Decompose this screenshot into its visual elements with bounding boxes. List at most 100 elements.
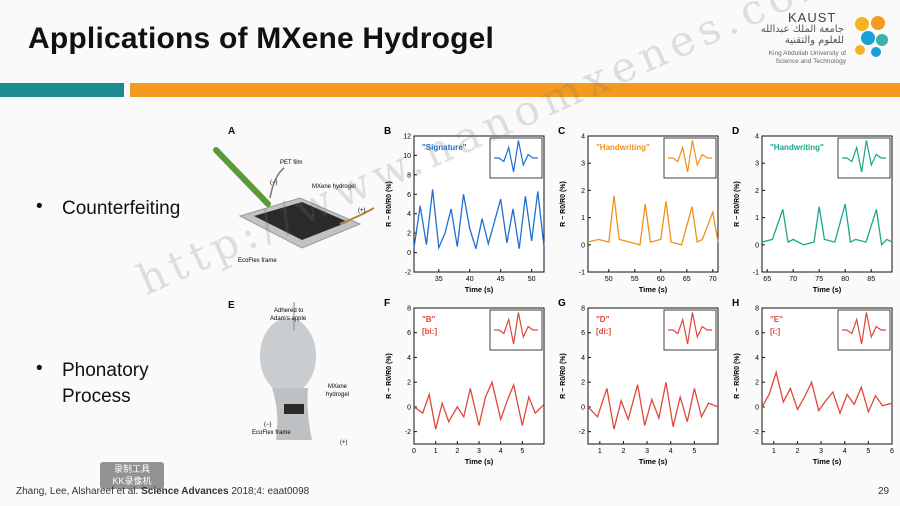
annotation-label: "E" [770,315,783,324]
label-minus: (−) [270,180,278,186]
y-tick-label: 1 [581,215,585,222]
label-minus-e: (−) [264,422,272,428]
orange-accent-bar [130,83,900,97]
y-tick-label: 4 [581,134,585,141]
series-line [587,195,719,246]
inset-waveform [494,140,538,173]
x-tick-label: 5 [520,448,524,455]
y-tick-label: 6 [407,330,411,337]
y-tick-label: 3 [755,161,759,168]
x-tick-label: 4 [499,448,503,455]
y-tick-label: 2 [755,380,759,387]
x-axis-label: Time (s) [465,457,494,466]
y-tick-label: 3 [581,161,585,168]
chart-panel-f: F 0 1 2 3 4 5 -2 0 2 4 6 8 Time (s) R − R0/R0 (%) "B" [b… [384,298,545,466]
panel-letter: F [384,298,390,309]
y-tick-label: 2 [407,231,411,238]
label-plus-e: (+) [340,440,348,446]
y-tick-label: 2 [581,188,585,195]
y-tick-label: -2 [579,429,585,436]
x-tick-label: 0 [412,448,416,455]
y-tick-label: -1 [753,270,759,277]
head-illustration-e: Adhered to Adam's apple MXene hydrogel (… [252,302,349,446]
panel-letter: G [558,298,566,309]
panel-letter-e: E [228,300,235,311]
y-tick-label: 10 [403,153,411,160]
label-adams-apple: Adam's apple [270,316,307,322]
chart-panel-h: H 1 2 3 4 5 6 -2 0 2 4 6 8 Time (s) R − R0/R0 (%) "E" [i… [732,298,894,466]
x-tick-label: 65 [683,276,691,283]
recorder-badge: 录制工具 KK录像机 [100,462,164,489]
x-tick-label: 4 [669,448,673,455]
label-pet-film: PET film [280,160,303,166]
series-line [761,203,893,247]
annotation-label: "Handwriting" [596,143,650,152]
panel-letter: D [732,126,739,137]
y-tick-label: -2 [753,429,759,436]
x-tick-label: 2 [796,448,800,455]
x-tick-label: 6 [890,448,894,455]
inset-waveform [494,312,538,345]
chart-panel-c: C 50 55 60 65 70 -1 0 1 2 3 4 Time (s) R − R0/R0 (%) "… [558,126,719,294]
slide-title: Applications of MXene Hydrogel [28,22,495,55]
x-tick-label: 40 [466,276,474,283]
y-tick-label: 4 [755,134,759,141]
y-tick-label: 8 [755,306,759,313]
y-tick-label: 0 [581,404,585,411]
y-axis-label: R − R0/R0 (%) [386,353,393,399]
page-number: 29 [878,486,890,497]
annotation-label: "Handwriting" [770,143,824,152]
inset-waveform [668,140,712,173]
bullet-dot: • [36,196,43,217]
y-tick-label: 4 [755,355,759,362]
bullet-text: Process [62,386,131,407]
panel-letter: H [732,298,739,309]
y-tick-label: 6 [581,330,585,337]
y-tick-label: 4 [407,211,411,218]
recorder-badge-line2: KK录像机 [112,476,152,486]
x-tick-label: 35 [435,276,443,283]
y-axis-label: R − R0/R0 (%) [734,181,741,227]
x-tick-label: 50 [605,276,613,283]
label-ecoflex-frame: EcoFlex frame [238,258,277,264]
x-tick-label: 60 [657,276,665,283]
x-tick-label: 5 [866,448,870,455]
citation-journal: Science Advances [141,486,229,497]
y-tick-label: 1 [755,215,759,222]
x-tick-label: 3 [645,448,649,455]
x-tick-label: 3 [477,448,481,455]
logo-emblem-icon [855,16,888,57]
bullet-dot: • [36,358,43,379]
y-tick-label: -1 [579,270,585,277]
logo-name: KAUST [788,10,837,25]
series-line [761,369,893,416]
series-line [413,189,545,251]
x-tick-label: 1 [598,448,602,455]
annotation-label: "B" [422,315,436,324]
y-tick-label: 6 [407,192,411,199]
annotation-label-2: [i:] [770,327,781,336]
y-tick-label: 2 [581,380,585,387]
y-tick-label: 0 [581,242,585,249]
label-plus: (+) [358,208,366,214]
y-tick-label: 8 [407,306,411,313]
citation-details: 2018;4: eaat0098 [231,486,310,497]
annotation-label-2: [di:] [596,327,611,336]
panel-letter-a: A [228,126,236,137]
x-tick-label: 65 [763,276,771,283]
x-axis-label: Time (s) [639,457,668,466]
label-mxene-hydrogel: MXene hydrogel [312,184,356,190]
bullet-text: Counterfeiting [62,198,181,219]
x-tick-label: 1 [434,448,438,455]
bullet-text: Phonatory [62,360,149,381]
y-tick-label: 0 [755,242,759,249]
y-tick-label: 2 [755,188,759,195]
annotation-label: "D" [596,315,610,324]
x-tick-label: 70 [709,276,717,283]
label-mxene: MXene [328,384,348,390]
chart-panel-g: G 1 2 3 4 5 -2 0 2 4 6 8 Time (s) R − R0/R0 (%) "D" [di… [558,298,719,466]
inset-waveform [842,312,886,345]
y-tick-label: 4 [581,355,585,362]
kaust-logo: KAUST جامعة الملك عبدالله للعلوم والتقني… [752,8,892,74]
x-tick-label: 85 [867,276,875,283]
